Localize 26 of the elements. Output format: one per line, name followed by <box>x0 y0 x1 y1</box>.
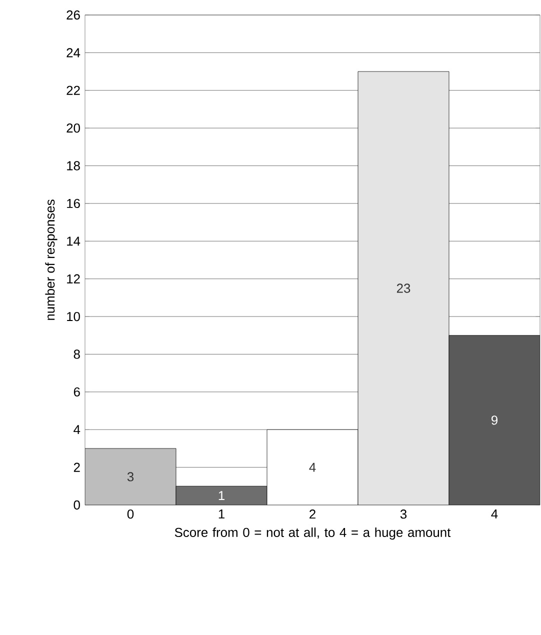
y-tick-label: 24 <box>66 48 80 58</box>
x-tick-label: 1 <box>218 510 224 518</box>
y-axis-title: number of responses <box>45 200 58 320</box>
y-tick-label: 16 <box>67 198 80 208</box>
y-tick-label: 0 <box>74 500 80 510</box>
y-tick-label: 4 <box>74 425 80 434</box>
data-label: 9 <box>492 416 498 425</box>
y-tick-label: 20 <box>66 123 80 133</box>
x-tick-label: 0 <box>127 510 134 519</box>
y-tick-label: 12 <box>67 274 80 284</box>
y-tick-label: 26 <box>66 10 80 20</box>
y-tick-label: 22 <box>66 86 80 95</box>
x-axis-title: Score from 0 = not at all, to 4 = a huge amount <box>174 528 451 540</box>
x-tick-label: 2 <box>310 510 316 519</box>
y-tick-label: 2 <box>74 462 80 472</box>
data-label: 23 <box>396 284 410 293</box>
y-tick-label: 8 <box>74 350 80 359</box>
data-label: 3 <box>127 472 134 482</box>
x-tick-label: 3 <box>400 510 407 519</box>
x-tick-label: 4 <box>491 510 498 518</box>
y-tick-label: 10 <box>67 312 80 322</box>
data-label: 1 <box>218 491 224 500</box>
data-label: 4 <box>309 462 316 472</box>
y-tick-label: 14 <box>67 236 80 246</box>
y-tick-label: 6 <box>74 387 80 396</box>
y-tick-label: 18 <box>67 161 80 170</box>
